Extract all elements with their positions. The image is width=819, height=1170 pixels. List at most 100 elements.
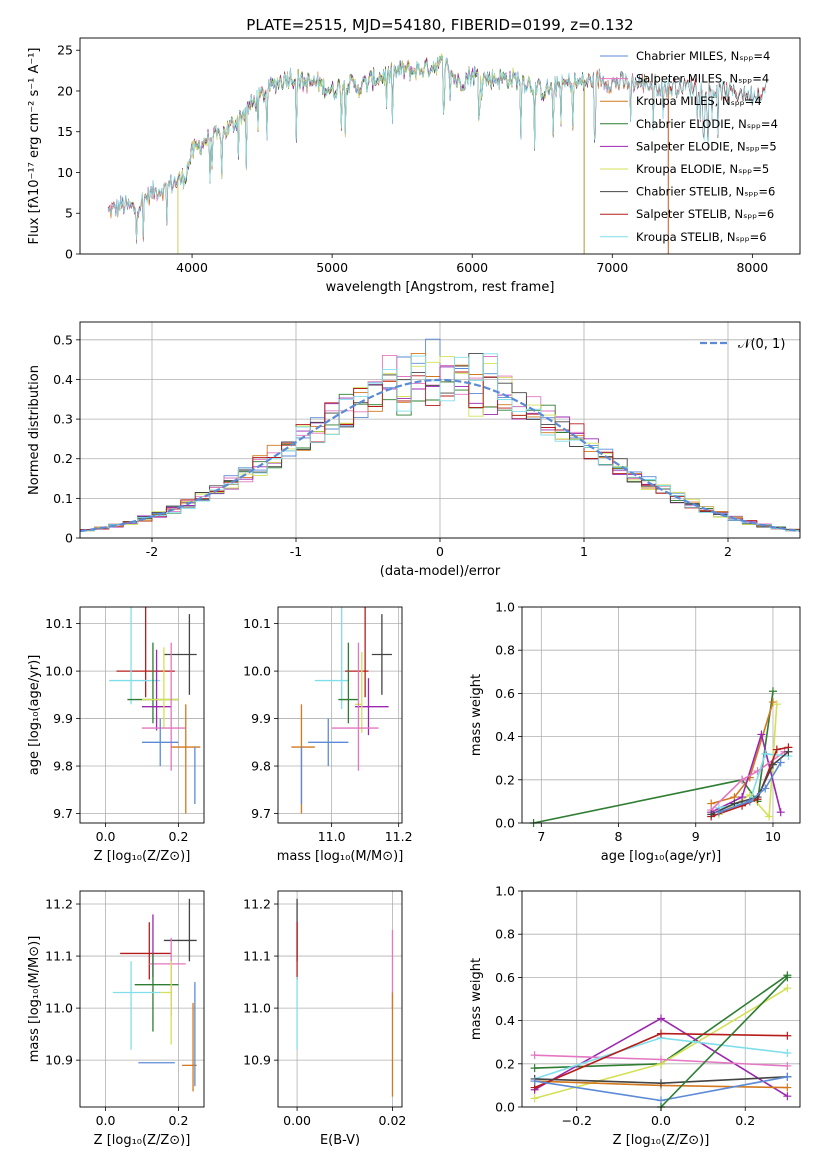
y-tick-label: 0.1 bbox=[53, 491, 73, 506]
histogram-step bbox=[80, 353, 800, 538]
x-tick-label: 0 bbox=[436, 544, 444, 559]
y-axis-label: Flux [fλ10⁻¹⁷ erg cm⁻² s⁻¹ A⁻¹] bbox=[27, 48, 42, 245]
x-tick-label: 2 bbox=[724, 544, 732, 559]
x-tick-label: 8 bbox=[615, 829, 623, 844]
axes-frame bbox=[277, 606, 403, 824]
plus-marker bbox=[657, 1029, 665, 1038]
legend-entry: Salpeter STELIB, Nₛₚₚ=6 bbox=[636, 207, 774, 221]
axes-frame bbox=[79, 890, 205, 1108]
axes-frame bbox=[277, 890, 403, 1108]
x-axis-label: wavelength [Angstrom, rest frame] bbox=[326, 280, 555, 295]
x-tick-label: 8000 bbox=[736, 260, 768, 275]
y-tick-label: 1.0 bbox=[495, 884, 515, 899]
plus-marker bbox=[783, 1049, 792, 1057]
plus-marker bbox=[776, 808, 785, 817]
y-tick-label: 11.1 bbox=[243, 949, 271, 964]
mass-weight-line bbox=[710, 731, 782, 813]
x-axis-label: Z [log₁₀(Z/Z⊙)] bbox=[94, 849, 191, 864]
x-tick-label: 0.0 bbox=[651, 1113, 671, 1128]
plus-marker bbox=[530, 1064, 539, 1073]
plus-marker bbox=[783, 1092, 792, 1101]
spectrum-panel: 4000 5000 6000 7000 8000 0 5 10 15 20 25 wavelength… bbox=[27, 37, 801, 295]
x-axis-label: Z [log₁₀(Z/Z⊙)] bbox=[613, 1133, 710, 1148]
age-vs-Z-panel: 0.0 0.2 9.7 9.8 9.9 10.0 10.1 Z [log₁₀(Z/Z⊙)] ag… bbox=[27, 606, 205, 864]
y-tick-label: 9.8 bbox=[251, 759, 271, 774]
plus-marker bbox=[657, 1014, 665, 1023]
y-tick-label: 10.0 bbox=[45, 664, 73, 679]
legend-entry: Kroupa STELIB, Nₛₚₚ=6 bbox=[636, 230, 767, 244]
age-vs-mass-panel: 11.0 11.2 9.7 9.8 9.9 10.0 10.1 mass [log₁₀(M/M… bbox=[243, 606, 413, 864]
y-tick-label: 0.4 bbox=[53, 372, 73, 387]
y-tick-label: 0.4 bbox=[495, 1013, 515, 1028]
y-tick-label: 0.6 bbox=[495, 686, 515, 701]
y-axis-label: age [log₁₀(age/yr)] bbox=[27, 655, 42, 776]
plus-marker bbox=[783, 1072, 792, 1081]
y-axis-label: mass weight bbox=[469, 674, 484, 756]
y-tick-label: 10.9 bbox=[45, 1053, 73, 1068]
massweight-vs-age-panel: 7 8 9 10 0.0 0.2 0.4 0.6 0.8 1.0 age [log₁₀(age/yr… bbox=[469, 600, 801, 864]
y-tick-label: 9.9 bbox=[251, 711, 271, 726]
mass-weight-line bbox=[710, 701, 774, 805]
plus-marker bbox=[783, 1031, 792, 1040]
x-axis-label: (data-model)/error bbox=[380, 564, 501, 579]
legend-entry: 𝒩(0, 1) bbox=[738, 337, 785, 352]
plus-marker bbox=[783, 1061, 792, 1070]
gaussian-curve bbox=[79, 378, 801, 533]
plus-marker bbox=[530, 1077, 539, 1086]
mass-weight-line bbox=[710, 751, 786, 811]
x-tick-label: 4000 bbox=[176, 260, 208, 275]
y-axis-label: mass [log₁₀(M/M⊙)] bbox=[27, 936, 42, 1063]
axes-frame bbox=[79, 606, 205, 824]
y-tick-label: 10.1 bbox=[243, 616, 271, 631]
x-tick-label: 11.2 bbox=[385, 829, 413, 844]
y-tick-label: 0.6 bbox=[495, 970, 515, 985]
y-tick-label: 0 bbox=[65, 531, 73, 546]
plus-marker bbox=[768, 687, 777, 696]
x-tick-label: 7000 bbox=[596, 260, 628, 275]
y-tick-label: 0.2 bbox=[53, 451, 73, 466]
legend-entry: Salpeter MILES, Nₛₚₚ=4 bbox=[636, 72, 769, 86]
y-tick-label: 0.0 bbox=[495, 816, 515, 831]
axes-frame bbox=[79, 37, 801, 255]
x-tick-label: -2 bbox=[146, 544, 158, 559]
y-tick-label: 15 bbox=[57, 124, 73, 139]
plus-marker bbox=[530, 1094, 539, 1103]
plus-marker bbox=[745, 797, 754, 806]
y-tick-label: 0.8 bbox=[495, 927, 515, 942]
legend-entry: Kroupa MILES, Nₛₚₚ=4 bbox=[636, 94, 762, 108]
x-axis-label: E(B-V) bbox=[320, 1133, 360, 1148]
plus-marker bbox=[776, 758, 785, 767]
x-tick-label: 0.0 bbox=[96, 829, 116, 844]
y-tick-label: 11.1 bbox=[45, 949, 73, 964]
x-tick-label: 7 bbox=[537, 829, 545, 844]
y-tick-label: 11.2 bbox=[45, 897, 73, 912]
x-tick-label: 9 bbox=[692, 829, 700, 844]
x-tick-label: 10 bbox=[765, 829, 781, 844]
plus-marker bbox=[757, 730, 766, 739]
plus-marker bbox=[772, 700, 781, 709]
x-tick-label: -1 bbox=[290, 544, 302, 559]
y-tick-label: 1.0 bbox=[495, 600, 515, 615]
x-axis-label: mass [log₁₀(M/M⊙)] bbox=[277, 849, 404, 864]
y-tick-label: 9.7 bbox=[251, 806, 271, 821]
axes-frame bbox=[521, 606, 801, 824]
legend-entry: Chabrier MILES, Nₛₚₚ=4 bbox=[636, 49, 770, 63]
x-tick-label: 11.0 bbox=[318, 829, 346, 844]
plus-marker bbox=[783, 973, 792, 982]
y-tick-label: 0.2 bbox=[495, 1056, 515, 1071]
plus-marker bbox=[772, 745, 781, 754]
y-axis-label: Normed distribution bbox=[27, 365, 42, 495]
plus-marker bbox=[530, 1051, 539, 1060]
plus-marker bbox=[738, 793, 747, 802]
mass-weight-line bbox=[533, 691, 774, 823]
x-tick-label: 0.02 bbox=[379, 1113, 407, 1128]
y-tick-label: 0.8 bbox=[495, 643, 515, 658]
spectrum-series-line bbox=[107, 55, 767, 240]
x-tick-label: 0.2 bbox=[169, 829, 189, 844]
y-tick-label: 9.7 bbox=[53, 806, 73, 821]
plus-marker bbox=[657, 1055, 665, 1064]
figure-title: PLATE=2515, MJD=54180, FIBERID=0199, z=0… bbox=[246, 16, 633, 34]
y-tick-label: 11.0 bbox=[45, 1001, 73, 1016]
x-tick-label: −0.2 bbox=[562, 1113, 592, 1128]
